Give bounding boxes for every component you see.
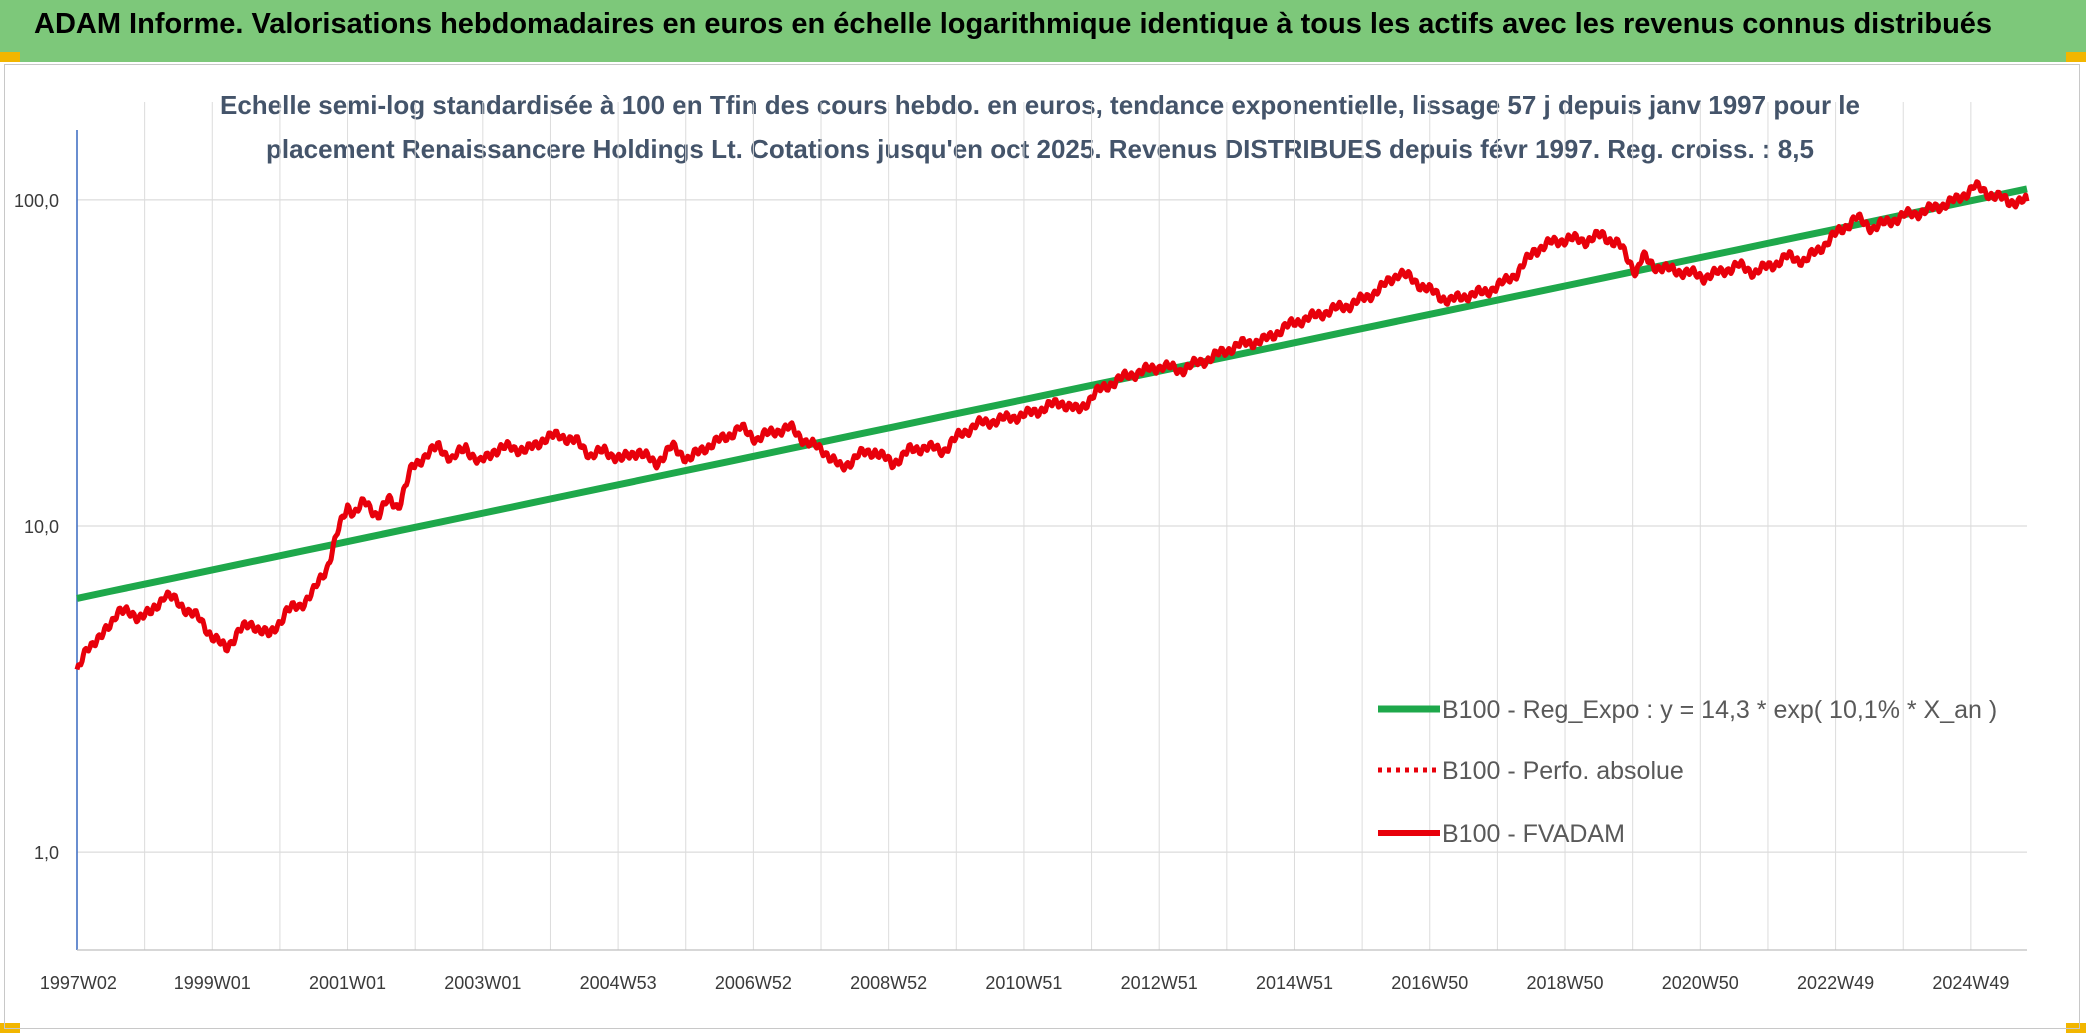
corner-accent-left [0, 52, 20, 62]
x-tick-label: 2001W01 [309, 973, 386, 993]
header-bar: ADAM Informe. Valorisations hebdomadaire… [0, 0, 2086, 62]
legend-perfo-absolue-label: B100 - Perfo. absolue [1442, 757, 1684, 785]
chart-frame [4, 64, 2080, 1029]
x-tick-label: 2012W51 [1121, 973, 1198, 993]
legend-regression-label: B100 - Reg_Expo : y = 14,3 * exp( 10,1% … [1442, 696, 1997, 724]
x-tick-label: 1999W01 [174, 973, 251, 993]
page-title: ADAM Informe. Valorisations hebdomadaire… [34, 8, 1993, 40]
chart-subtitle-line1: Echelle semi-log standardisée à 100 en T… [220, 90, 1860, 120]
x-tick-label: 2010W51 [985, 973, 1062, 993]
y-tick-label: 1,0 [34, 843, 59, 863]
axes: 1,0 10,0 100,0 1997W02 1999W01 2001W01 2003W01… [14, 130, 2027, 993]
x-tick-label: 1997W02 [40, 973, 117, 993]
legend: B100 - Reg_Expo : y = 14,3 * exp( 10,1% … [1378, 696, 1997, 848]
x-tick-label: 2016W50 [1391, 973, 1468, 993]
x-tick-label: 2014W51 [1256, 973, 1333, 993]
grid [77, 102, 2027, 950]
regression-line [76, 185, 2028, 602]
fvadam-line [74, 179, 2030, 671]
x-tick-label: 2024W49 [1932, 973, 2009, 993]
corner-accent-right [2066, 52, 2086, 62]
chart-subtitle-line2: placement Renaissancere Holdings Lt. Cot… [266, 134, 1814, 164]
series [74, 179, 2030, 671]
x-tick-label: 2020W50 [1662, 973, 1739, 993]
x-tick-label: 2006W52 [715, 973, 792, 993]
x-tick-label: 2008W52 [850, 973, 927, 993]
x-tick-label: 2018W50 [1527, 973, 1604, 993]
legend-fvadam-label: B100 - FVADAM [1442, 820, 1625, 848]
x-tick-label: 2004W53 [580, 973, 657, 993]
x-tick-label: 2003W01 [444, 973, 521, 993]
x-tick-label: 2022W49 [1797, 973, 1874, 993]
y-tick-label: 100,0 [14, 191, 59, 211]
y-tick-label: 10,0 [24, 517, 59, 537]
